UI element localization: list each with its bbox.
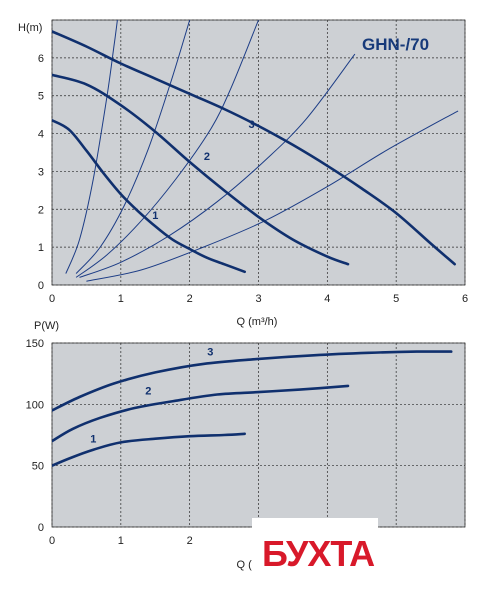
series-label-2: 2: [145, 386, 151, 398]
system-curve-3: [75, 20, 259, 278]
x-tick-label: 1: [118, 293, 124, 305]
x-tick-label: 6: [462, 293, 468, 305]
power-curve-panel: 1230501001500123P(W)Q (m³/h): [26, 320, 466, 571]
watermark-backdrop: [252, 518, 378, 574]
system-curve-1: [65, 20, 118, 274]
plot-frame: [51, 19, 466, 286]
y-tick-label: 5: [38, 91, 44, 103]
system-curve-2: [75, 20, 191, 274]
y-tick-label: 1: [38, 242, 44, 254]
series-line-2: [52, 73, 350, 266]
y-tick-label: 50: [32, 461, 44, 473]
watermark-text: БУХТА: [262, 533, 375, 574]
series-label-1: 1: [152, 210, 158, 222]
x-tick-label: 2: [187, 293, 193, 305]
x-axis-title: Q (m³/h): [237, 316, 278, 328]
head-curve-panel: 1 2 3 0 1 2 3 4 5 6 0 1 2 3 4 5 6 H(m) Q (m³/h) GHN-/70: [18, 19, 468, 328]
x-tick-label: 2: [187, 535, 193, 547]
series-line-3: [52, 30, 456, 266]
series-label-3: 3: [207, 346, 213, 358]
chart-title: GHN-/70: [362, 35, 429, 54]
y-axis-title: P(W): [34, 320, 59, 332]
y-tick-label: 0: [38, 522, 44, 534]
series-line-1: [52, 119, 246, 274]
x-tick-label: 5: [393, 293, 399, 305]
series-line-1: [52, 432, 246, 467]
y-tick-label: 4: [38, 129, 44, 141]
series-label-1: 1: [90, 433, 96, 445]
y-tick-label: 3: [38, 166, 44, 178]
series-label-2: 2: [204, 151, 210, 163]
y-tick-label: 150: [26, 338, 44, 350]
x-tick-label: 0: [49, 535, 55, 547]
x-tick-label: 1: [118, 535, 124, 547]
watermark: БУХТА: [252, 518, 378, 574]
series-label-3: 3: [249, 119, 255, 131]
x-tick-label: 4: [324, 293, 330, 305]
y-tick-label: 6: [38, 53, 44, 65]
y-tick-label: 2: [38, 204, 44, 216]
series-line-3: [52, 350, 453, 412]
system-curve-4: [79, 53, 356, 278]
x-tick-label: 3: [255, 293, 261, 305]
y-axis-title: H(m): [18, 22, 42, 34]
y-tick-label: 0: [38, 280, 44, 292]
series-line-2: [52, 384, 350, 443]
y-tick-label: 100: [26, 399, 44, 411]
x-tick-label: 0: [49, 293, 55, 305]
